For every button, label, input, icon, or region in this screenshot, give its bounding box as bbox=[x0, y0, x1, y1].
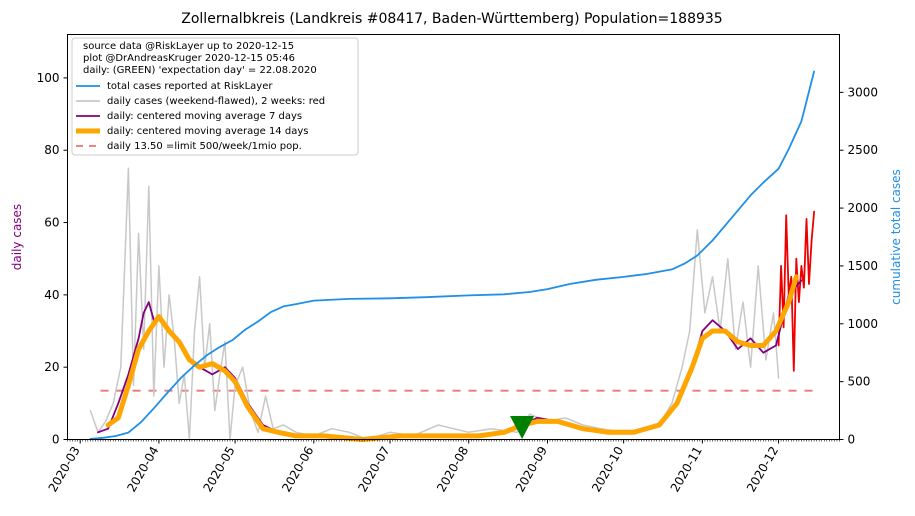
series-moving-average-14 bbox=[105, 274, 799, 442]
y-tick-label-left: 100 bbox=[37, 71, 60, 85]
y-tick-label-right: 1000 bbox=[848, 317, 879, 331]
x-tick-label: 2020-05 bbox=[201, 444, 238, 494]
y-tick-label-left: 60 bbox=[44, 216, 59, 230]
x-tick-label: 2020-03 bbox=[46, 444, 83, 494]
y-tick-label-right: 3000 bbox=[848, 85, 879, 99]
x-tick-label: 2020-10 bbox=[589, 444, 626, 494]
plot-lines bbox=[89, 70, 815, 442]
y-tick-label-right: 2500 bbox=[848, 143, 879, 157]
y-tick-label-right: 1500 bbox=[848, 259, 879, 273]
x-tick-label: 2020-11 bbox=[668, 444, 705, 494]
x-tick-label: 2020-12 bbox=[744, 444, 781, 494]
y-tick-label-right: 0 bbox=[848, 433, 856, 447]
legend-entry: daily cases (weekend-flawed), 2 weeks: r… bbox=[107, 96, 325, 107]
y-tick-label-right: 2000 bbox=[848, 201, 879, 215]
series-daily-cases-recent bbox=[777, 210, 815, 372]
series-total-cases bbox=[89, 70, 815, 440]
legend: source data @RiskLayer up to 2020-12-15 … bbox=[71, 37, 359, 156]
series-daily-cases bbox=[89, 167, 780, 441]
legend-info-line: source data @RiskLayer up to 2020-12-15 bbox=[83, 41, 294, 52]
legend-entry: total cases reported at RiskLayer bbox=[107, 81, 273, 92]
chart-title: Zollernalbkreis (Landkreis #08417, Baden… bbox=[181, 11, 722, 27]
legend-box bbox=[71, 37, 359, 156]
legend-info-line: daily: (GREEN) 'expectation day' = 22.08… bbox=[83, 65, 317, 76]
y-tick-label-left: 40 bbox=[44, 288, 59, 302]
x-tick-label: 2020-08 bbox=[434, 444, 471, 494]
x-tick-label: 2020-06 bbox=[279, 444, 316, 494]
legend-info-line: plot @DrAndreasKruger 2020-12-15 05:46 bbox=[83, 53, 295, 64]
y-tick-label-left: 80 bbox=[44, 143, 59, 157]
y-tick-label-right: 500 bbox=[848, 375, 871, 389]
x-tick-label: 2020-09 bbox=[513, 444, 550, 494]
legend-entry: daily 13.50 =limit 500/week/1mio pop. bbox=[107, 141, 302, 152]
y-tick-label-left: 20 bbox=[44, 360, 59, 374]
x-tick-label: 2020-07 bbox=[355, 444, 392, 494]
y-tick-label-left: 0 bbox=[52, 433, 60, 447]
legend-entry: daily: centered moving average 7 days bbox=[107, 111, 302, 122]
legend-entry: daily: centered moving average 14 days bbox=[107, 126, 308, 137]
y-axis-label-left: daily cases bbox=[10, 204, 24, 270]
y-axis-label-right: cumulative total cases bbox=[889, 169, 903, 305]
x-tick-label: 2020-04 bbox=[124, 444, 161, 494]
expectation-day-marker bbox=[510, 416, 535, 440]
